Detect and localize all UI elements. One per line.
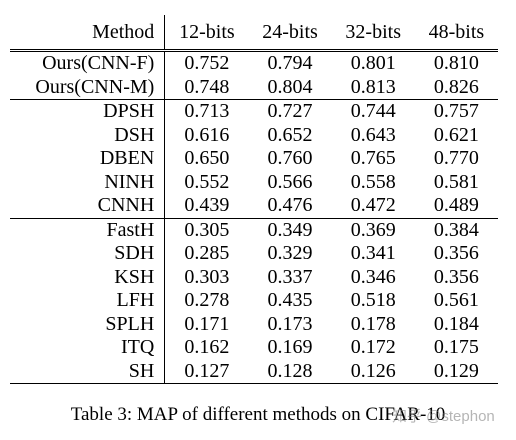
value-cell: 0.305 bbox=[164, 217, 249, 242]
value-cell: 0.384 bbox=[414, 217, 498, 242]
method-cell: FastH bbox=[10, 217, 166, 242]
method-cell: KSH bbox=[10, 265, 166, 289]
value-cell: 0.472 bbox=[350, 194, 396, 216]
method-cell: DBEN bbox=[10, 147, 166, 171]
method-cell: NINH bbox=[10, 170, 166, 194]
value-cell: 0.558 bbox=[350, 170, 396, 193]
value-cell: 0.801 bbox=[331, 49, 415, 76]
method-cell: DPSH bbox=[10, 99, 166, 124]
value-cell: 0.552 bbox=[184, 170, 230, 193]
table-header: Method 12-bits 24-bits 32-bits 48-bits bbox=[10, 15, 498, 51]
value-cell: 0.169 bbox=[267, 336, 313, 358]
method-cell: LFH bbox=[10, 289, 166, 313]
method-cell: SDH bbox=[10, 242, 166, 266]
method-cell: Ours(CNN-F) bbox=[10, 49, 166, 76]
table-row: SH 0.127 0.128 0.126 0.129 bbox=[10, 359, 498, 384]
value-cell: 0.126 bbox=[331, 359, 415, 384]
value-cell: 0.172 bbox=[350, 336, 396, 358]
value-cell: 0.278 bbox=[184, 289, 230, 311]
table-row: FastH 0.305 0.349 0.369 0.384 bbox=[10, 217, 498, 242]
header-method: Method bbox=[10, 15, 166, 51]
value-cell: 0.650 bbox=[184, 147, 230, 169]
value-cell: 0.748 bbox=[184, 75, 230, 98]
value-cell: 0.518 bbox=[350, 289, 396, 311]
table-row: CNNH 0.439 0.476 0.472 0.489 bbox=[10, 194, 498, 218]
value-cell: 0.765 bbox=[350, 147, 396, 169]
value-cell: 0.184 bbox=[433, 312, 479, 335]
value-cell: 0.329 bbox=[267, 242, 313, 264]
value-cell: 0.346 bbox=[350, 265, 396, 288]
value-cell: 0.643 bbox=[350, 123, 396, 146]
value-cell: 0.127 bbox=[164, 359, 249, 384]
header-24-bits: 24-bits bbox=[262, 21, 318, 43]
method-cell: SPLH bbox=[10, 312, 166, 336]
value-cell: 0.566 bbox=[267, 170, 313, 193]
method-cell: SH bbox=[10, 359, 166, 384]
watermark: 知乎 @stephon bbox=[392, 408, 495, 425]
value-cell: 0.439 bbox=[184, 194, 230, 216]
value-cell: 0.341 bbox=[350, 242, 396, 264]
header-48-bits: 48-bits bbox=[428, 21, 485, 43]
results-table-container: Method 12-bits 24-bits 32-bits 48-bits O… bbox=[10, 15, 498, 384]
value-cell: 0.752 bbox=[164, 49, 249, 76]
table-row: DBEN 0.650 0.760 0.765 0.770 bbox=[10, 147, 498, 171]
table-row: Ours(CNN-M) 0.748 0.804 0.813 0.826 bbox=[10, 75, 498, 100]
method-cell: Ours(CNN-M) bbox=[10, 75, 166, 100]
value-cell: 0.356 bbox=[433, 265, 479, 288]
value-cell: 0.826 bbox=[433, 75, 479, 98]
method-cell: DSH bbox=[10, 123, 166, 147]
table-row: DPSH 0.713 0.727 0.744 0.757 bbox=[10, 99, 498, 124]
results-table: Method 12-bits 24-bits 32-bits 48-bits O… bbox=[10, 15, 498, 384]
value-cell: 0.561 bbox=[433, 289, 479, 311]
table-row: NINH 0.552 0.566 0.558 0.581 bbox=[10, 170, 498, 194]
value-cell: 0.171 bbox=[184, 312, 230, 335]
value-cell: 0.476 bbox=[267, 194, 313, 216]
value-cell: 0.173 bbox=[267, 312, 313, 335]
value-cell: 0.616 bbox=[184, 123, 230, 146]
value-cell: 0.713 bbox=[164, 99, 249, 124]
value-cell: 0.129 bbox=[414, 359, 498, 384]
value-cell: 0.489 bbox=[433, 194, 479, 216]
value-cell: 0.435 bbox=[267, 289, 313, 311]
value-cell: 0.162 bbox=[184, 336, 230, 358]
value-cell: 0.178 bbox=[350, 312, 396, 335]
value-cell: 0.369 bbox=[331, 217, 415, 242]
value-cell: 0.128 bbox=[248, 359, 332, 384]
value-cell: 0.175 bbox=[433, 336, 479, 358]
value-cell: 0.303 bbox=[184, 265, 230, 288]
table-row: ITQ 0.162 0.169 0.172 0.175 bbox=[10, 336, 498, 360]
table-body: Ours(CNN-F) 0.752 0.794 0.801 0.810 Ours(CNN-… bbox=[10, 49, 498, 384]
value-cell: 0.757 bbox=[414, 99, 498, 124]
table-row: SPLH 0.171 0.173 0.178 0.184 bbox=[10, 312, 498, 336]
table-caption: Table 3: MAP of different methods on CIF… bbox=[70, 404, 446, 425]
value-cell: 0.794 bbox=[248, 49, 332, 76]
value-cell: 0.285 bbox=[184, 242, 230, 264]
value-cell: 0.349 bbox=[248, 217, 332, 242]
table-row: Ours(CNN-F) 0.752 0.794 0.801 0.810 bbox=[10, 49, 498, 76]
value-cell: 0.744 bbox=[331, 99, 415, 124]
table-row: DSH 0.616 0.652 0.643 0.621 bbox=[10, 123, 498, 147]
method-cell: ITQ bbox=[10, 336, 166, 360]
value-cell: 0.621 bbox=[433, 123, 479, 146]
value-cell: 0.337 bbox=[267, 265, 313, 288]
value-cell: 0.770 bbox=[433, 147, 479, 169]
header-row: Method 12-bits 24-bits 32-bits 48-bits bbox=[10, 15, 498, 51]
value-cell: 0.813 bbox=[350, 75, 396, 98]
table-row: LFH 0.278 0.435 0.518 0.561 bbox=[10, 289, 498, 313]
value-cell: 0.760 bbox=[267, 147, 313, 169]
header-12-bits: 12-bits bbox=[179, 21, 235, 43]
value-cell: 0.804 bbox=[267, 75, 313, 98]
value-cell: 0.810 bbox=[414, 49, 498, 76]
value-cell: 0.581 bbox=[433, 170, 479, 193]
value-cell: 0.652 bbox=[267, 123, 313, 146]
value-cell: 0.727 bbox=[248, 99, 332, 124]
header-32-bits: 32-bits bbox=[345, 21, 401, 43]
method-cell: CNNH bbox=[10, 194, 166, 218]
table-row: KSH 0.303 0.337 0.346 0.356 bbox=[10, 265, 498, 289]
value-cell: 0.356 bbox=[433, 242, 479, 264]
table-row: SDH 0.285 0.329 0.341 0.356 bbox=[10, 242, 498, 266]
